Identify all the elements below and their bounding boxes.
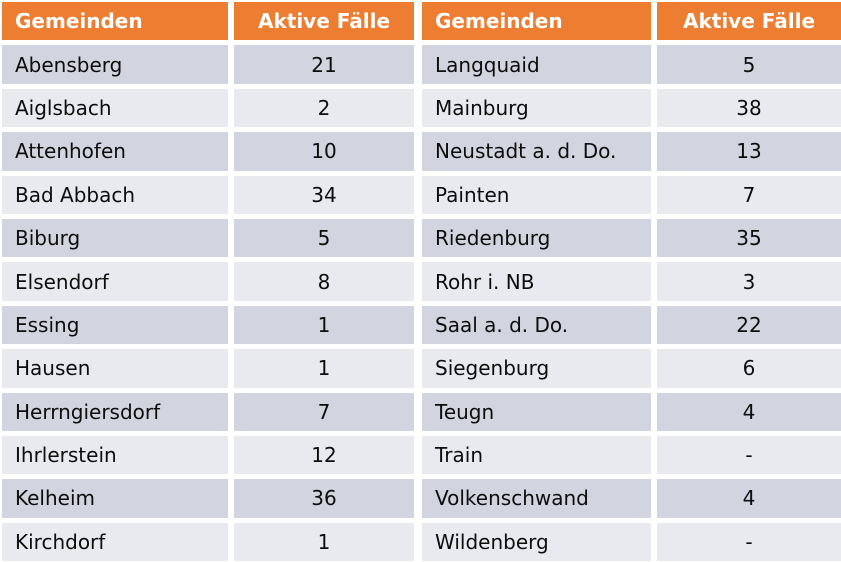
aktive-faelle-cell: 7	[657, 175, 841, 214]
table-left: Gemeinden Aktive Fälle Abensberg 21 Aiglsb…	[2, 2, 414, 562]
gemeinde-cell: Langquaid	[422, 45, 651, 84]
aktive-faelle-cell: 3	[657, 262, 841, 301]
aktive-faelle-cell: 5	[234, 218, 414, 258]
gemeinde-cell: Painten	[422, 175, 651, 214]
gemeinde-cell: Kirchdorf	[2, 522, 228, 562]
gemeinde-cell: Riedenburg	[422, 218, 651, 258]
aktive-faelle-cell: 1	[234, 349, 414, 388]
gemeinde-cell: Bad Abbach	[2, 175, 228, 214]
aktive-faelle-cell: 1	[234, 305, 414, 345]
aktive-faelle-cell: 6	[657, 349, 841, 388]
gemeinde-cell: Neustadt a. d. Do.	[422, 132, 651, 171]
gemeinde-cell: Ihrlerstein	[2, 435, 228, 475]
gemeinde-cell: Teugn	[422, 392, 651, 431]
aktive-faelle-cell: 21	[234, 45, 414, 84]
gemeinde-cell: Hausen	[2, 349, 228, 388]
gemeinde-cell: Essing	[2, 305, 228, 345]
gemeinde-cell: Mainburg	[422, 88, 651, 128]
aktive-faelle-cell: 35	[657, 218, 841, 258]
gemeinde-cell: Aiglsbach	[2, 88, 228, 128]
aktive-faelle-cell: 38	[657, 88, 841, 128]
right-column-header-gemeinden: Gemeinden	[422, 2, 651, 41]
left-column-header-aktive-faelle: Aktive Fälle	[234, 2, 414, 41]
gemeinde-cell: Kelheim	[2, 479, 228, 518]
gemeinde-cell: Volkenschwand	[422, 479, 651, 518]
gemeinde-cell: Elsendorf	[2, 262, 228, 301]
aktive-faelle-cell: 7	[234, 392, 414, 431]
aktive-faelle-cell: 4	[657, 479, 841, 518]
gemeinde-cell: Saal a. d. Do.	[422, 305, 651, 345]
gemeinde-cell: Abensberg	[2, 45, 228, 84]
aktive-faelle-cell: 8	[234, 262, 414, 301]
aktive-faelle-cell: -	[657, 522, 841, 562]
right-column-header-aktive-faelle: Aktive Fälle	[657, 2, 841, 41]
aktive-faelle-cell: 36	[234, 479, 414, 518]
aktive-faelle-cell: 4	[657, 392, 841, 431]
aktive-faelle-cell: 2	[234, 88, 414, 128]
gemeinde-cell: Attenhofen	[2, 132, 228, 171]
table-right: Gemeinden Aktive Fälle Langquaid 5 Mainbur…	[422, 2, 841, 562]
aktive-faelle-cell: 1	[234, 522, 414, 562]
left-column-header-gemeinden: Gemeinden	[2, 2, 228, 41]
gemeinde-cell: Siegenburg	[422, 349, 651, 388]
aktive-faelle-cell: 22	[657, 305, 841, 345]
gemeinde-cell: Rohr i. NB	[422, 262, 651, 301]
gemeinde-cell: Herrngiersdorf	[2, 392, 228, 431]
gemeinde-cell: Biburg	[2, 218, 228, 258]
aktive-faelle-cell: 5	[657, 45, 841, 84]
gemeinde-cell: Wildenberg	[422, 522, 651, 562]
aktive-faelle-cell: -	[657, 435, 841, 475]
aktive-faelle-cell: 34	[234, 175, 414, 214]
aktive-faelle-cell: 10	[234, 132, 414, 171]
aktive-faelle-cell: 13	[657, 132, 841, 171]
gemeinde-cell: Train	[422, 435, 651, 475]
aktive-faelle-cell: 12	[234, 435, 414, 475]
